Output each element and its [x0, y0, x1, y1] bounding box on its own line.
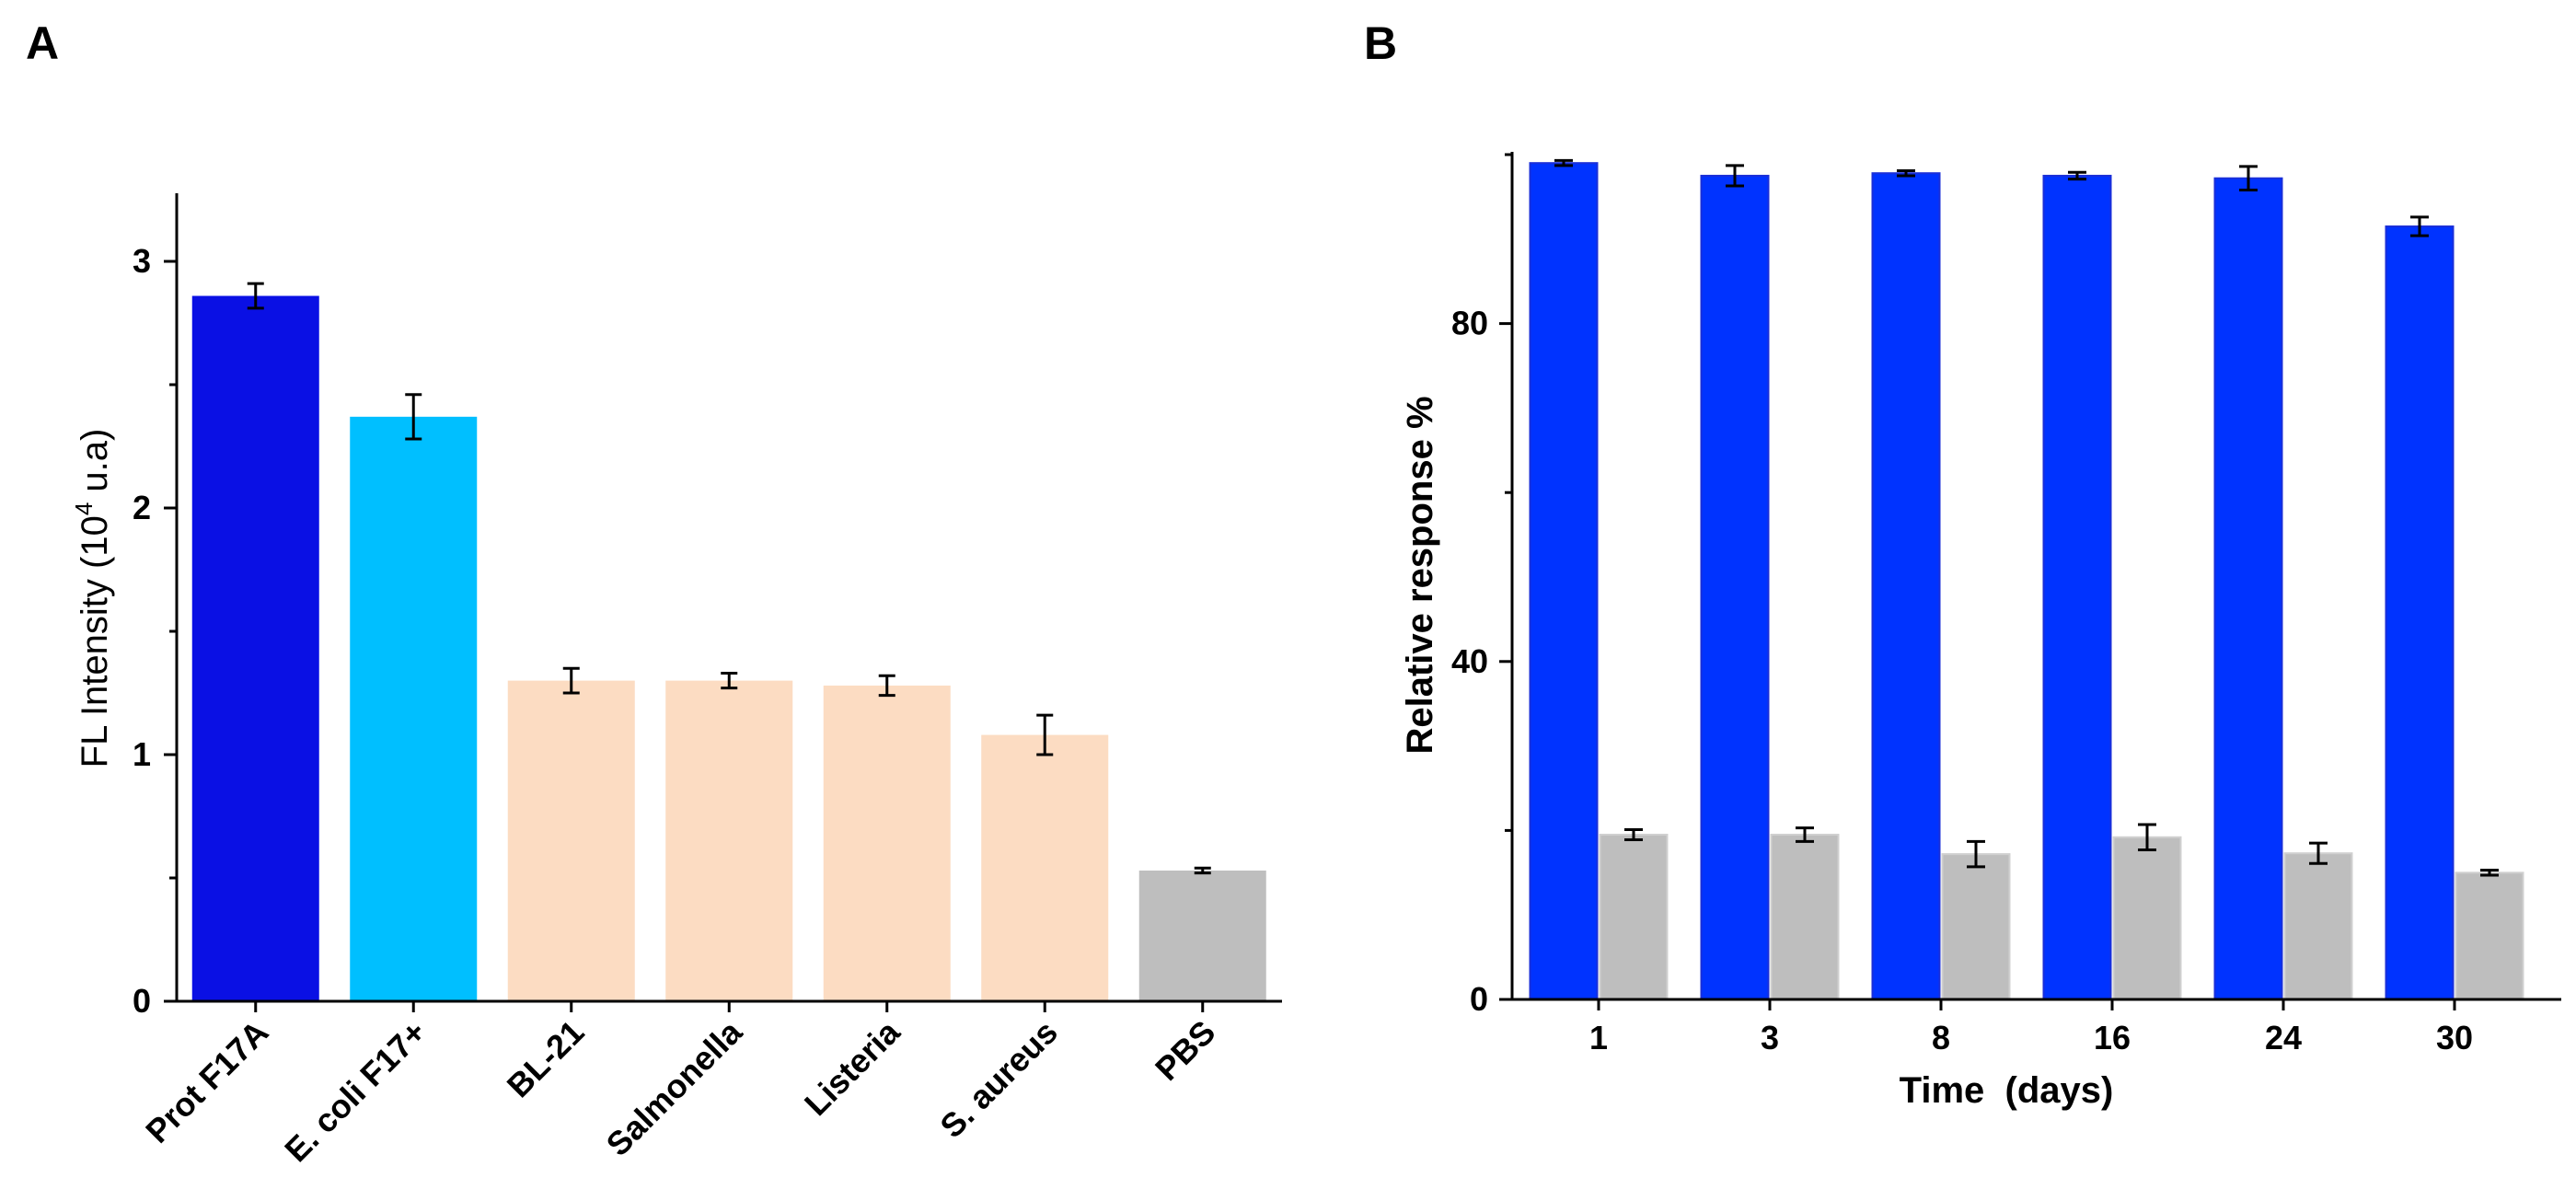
x-tick-label-3: 3	[1761, 1019, 1779, 1056]
bar-5	[823, 685, 951, 1001]
bar-blue-3	[1700, 174, 1770, 1000]
panel-a-y-axis-title: FL Intensity (104 u.a)	[70, 429, 115, 768]
error-bar-3	[562, 666, 580, 695]
error-bar-blue-1	[1554, 158, 1573, 167]
error-bar-grey-8	[1967, 839, 1985, 869]
error-bar-2	[405, 393, 422, 441]
x-tick-label-7: PBS	[1148, 1013, 1222, 1088]
bar-3	[507, 680, 635, 1001]
x-tick-label-3: BL-21	[500, 1013, 592, 1105]
error-bar-1	[247, 282, 264, 310]
error-bar-blue-8	[1897, 168, 1915, 178]
panel-a-ylabel-main: FL Intensity (10	[75, 515, 115, 768]
error-bar-grey-1	[1624, 827, 1643, 841]
panel-a-label: A	[26, 17, 59, 69]
x-tick-label-1: Prot F17A	[138, 1013, 275, 1150]
bar-grey-30	[2455, 872, 2524, 1000]
bar-blue-8	[1871, 172, 1941, 1001]
x-tick-label-30: 30	[2436, 1019, 2473, 1056]
x-tick-label-2: E. coli F17+	[277, 1013, 433, 1170]
bar-blue-1	[1529, 162, 1599, 1000]
panel-a-ylabel-suffix: u.a)	[75, 429, 115, 502]
y-tick-label-40: 40	[1451, 642, 1488, 680]
panel-b-label: B	[1364, 17, 1397, 69]
bar-blue-24	[2213, 177, 2283, 1001]
x-tick-label-6: S. aureus	[932, 1013, 1065, 1146]
error-bar-grey-3	[1796, 826, 1814, 843]
bar-blue-16	[2042, 174, 2112, 1000]
x-tick-label-24: 24	[2265, 1019, 2302, 1056]
bar-blue-30	[2385, 225, 2455, 1000]
error-bar-6	[1036, 713, 1054, 756]
bar-grey-16	[2112, 836, 2182, 1001]
error-bar-blue-3	[1726, 164, 1744, 188]
error-bar-blue-24	[2239, 165, 2258, 192]
error-bar-blue-30	[2410, 215, 2429, 237]
error-bar-4	[721, 672, 738, 690]
panel-a-bar-chart: A 0 1 2 3 Prot F17A E. coli F17+ BL-21 Salmone…	[26, 17, 1282, 1169]
x-tick-label-8: 8	[1932, 1019, 1950, 1056]
panel-b-x-axis-title: Time (days)	[1900, 1070, 2114, 1111]
error-bar-7	[1194, 866, 1211, 875]
bar-grey-3	[1770, 833, 1840, 1000]
bar-grey-1	[1599, 833, 1669, 1000]
bar-1	[191, 295, 319, 1001]
bar-2	[350, 416, 478, 1002]
panel-a-ylabel-superscript: 4	[70, 502, 98, 515]
y-tick-label-3: 3	[133, 242, 151, 280]
x-tick-label-16: 16	[2094, 1019, 2131, 1056]
error-bar-grey-24	[2309, 841, 2328, 865]
bar-7	[1138, 870, 1266, 1001]
x-tick-label-1: 1	[1589, 1019, 1608, 1056]
bar-4	[665, 680, 793, 1001]
error-bar-blue-16	[2068, 170, 2086, 181]
panel-b-bar-chart: B 0 40 80 1 3 8 16 24 30 Time (days) Relative r…	[1364, 17, 2561, 1111]
bar-6	[981, 734, 1109, 1001]
x-tick-label-4: Salmonella	[599, 1012, 750, 1163]
y-tick-label-0: 0	[1470, 980, 1488, 1018]
error-bar-grey-30	[2480, 869, 2499, 877]
panel-b-y-axis-title: Relative response %	[1400, 396, 1440, 754]
error-bar-grey-16	[2138, 823, 2156, 852]
bar-grey-8	[1941, 853, 2011, 1000]
y-tick-label-80: 80	[1451, 305, 1488, 342]
y-tick-label-0: 0	[133, 982, 151, 1020]
y-tick-label-2: 2	[133, 489, 151, 526]
error-bar-5	[878, 674, 895, 698]
x-tick-label-5: Listeria	[797, 1012, 907, 1123]
bar-grey-24	[2283, 852, 2353, 1000]
y-tick-label-1: 1	[133, 735, 151, 773]
